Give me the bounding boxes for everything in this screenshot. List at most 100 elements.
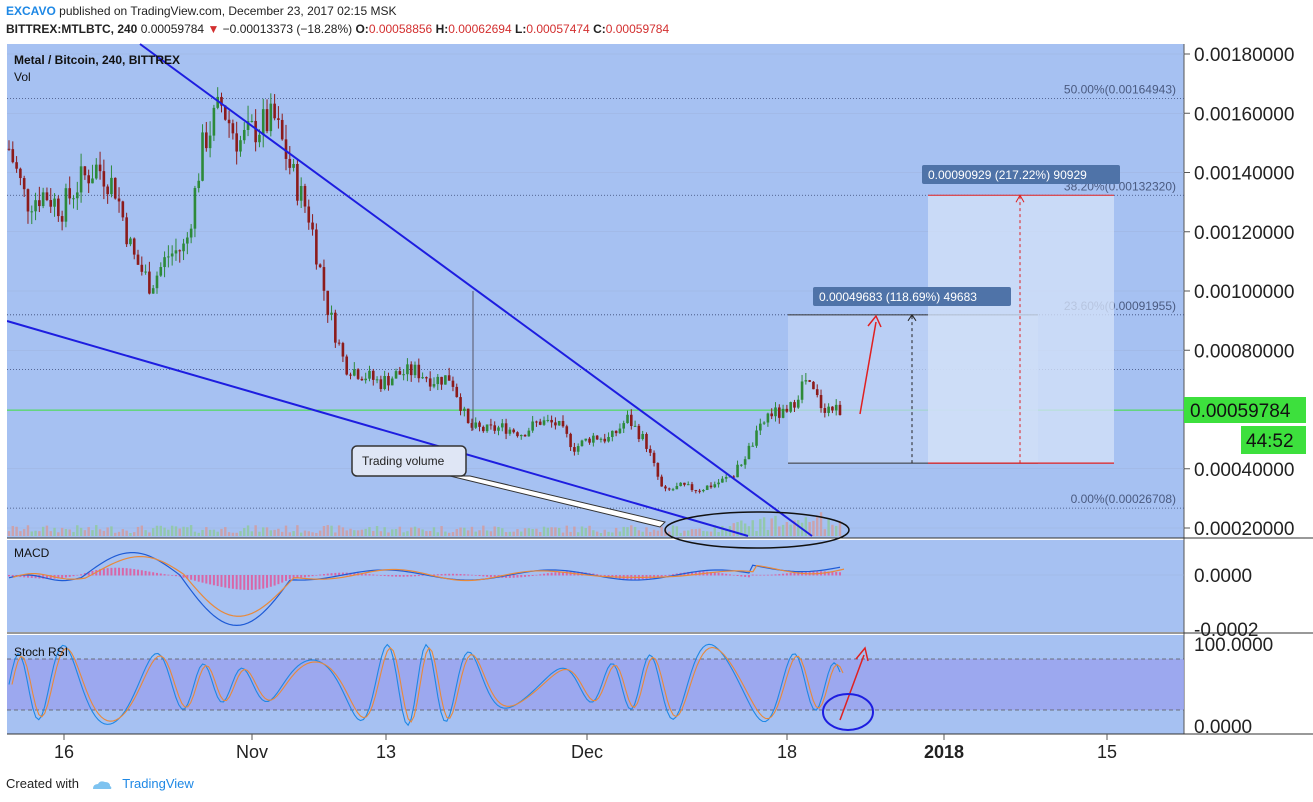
macd-histogram-bar bbox=[478, 575, 481, 577]
candle-body bbox=[64, 188, 68, 222]
candle-body bbox=[652, 452, 656, 464]
price-axis[interactable] bbox=[1184, 44, 1313, 734]
candle-body bbox=[284, 139, 288, 159]
macd-histogram-bar bbox=[281, 575, 284, 583]
volume-bar bbox=[463, 527, 466, 536]
macd-histogram-bar bbox=[8, 575, 10, 577]
macd-histogram-bar bbox=[383, 575, 386, 577]
macd-histogram-bar bbox=[467, 574, 470, 576]
macd-histogram-bar bbox=[205, 575, 208, 584]
macd-histogram-bar bbox=[45, 575, 48, 579]
candle-body bbox=[478, 422, 481, 427]
candle-body bbox=[174, 250, 178, 254]
macd-histogram-bar bbox=[364, 573, 367, 576]
volume-bar bbox=[527, 528, 531, 536]
macd-histogram-bar bbox=[603, 575, 606, 577]
volume-bar bbox=[838, 521, 842, 536]
macd-pane[interactable] bbox=[7, 540, 1184, 632]
candle-body bbox=[227, 119, 231, 124]
macd-histogram-bar bbox=[835, 571, 838, 576]
volume-bar bbox=[778, 526, 781, 536]
volume-bar bbox=[212, 529, 216, 536]
candle-body bbox=[812, 381, 815, 390]
candle-body bbox=[345, 356, 349, 375]
measure-box-2[interactable] bbox=[928, 195, 1114, 464]
volume-bar bbox=[322, 526, 326, 536]
candle-body bbox=[57, 198, 60, 217]
volume-bar bbox=[155, 525, 159, 536]
legend-vol: Vol bbox=[14, 70, 31, 84]
macd-histogram-bar bbox=[239, 575, 242, 590]
candle-body bbox=[645, 433, 648, 449]
volume-bar bbox=[394, 529, 398, 536]
volume-bar bbox=[7, 531, 11, 536]
candle-body bbox=[360, 378, 364, 381]
upper-trendline[interactable] bbox=[139, 43, 813, 537]
candle-body bbox=[504, 423, 508, 434]
close-label: C: bbox=[593, 22, 606, 36]
volume-bar bbox=[208, 529, 212, 536]
macd-histogram-bar bbox=[728, 574, 731, 576]
volume-ellipse[interactable] bbox=[664, 511, 850, 549]
trendlines[interactable] bbox=[6, 43, 813, 537]
macd-histogram-bar bbox=[243, 575, 246, 590]
tradingview-link[interactable]: TradingView bbox=[122, 776, 194, 791]
volume-bar bbox=[668, 531, 671, 536]
forecast-arrows[interactable] bbox=[839, 314, 882, 721]
measure-tools[interactable]: 0.00049683 (118.69%) 49683 0.00090929 (21… bbox=[788, 165, 1120, 464]
macd-histogram-bar bbox=[129, 568, 132, 576]
volume-bar bbox=[375, 526, 379, 536]
volume-bar bbox=[823, 529, 827, 536]
stoch-ellipse[interactable] bbox=[822, 693, 874, 731]
candle-body bbox=[38, 200, 41, 207]
candle-body bbox=[595, 435, 599, 440]
candle-body bbox=[444, 375, 447, 385]
author-name[interactable]: EXCAVO bbox=[6, 4, 56, 18]
macd-histogram-bar bbox=[505, 575, 508, 578]
candle-body bbox=[762, 422, 766, 424]
candle-body bbox=[637, 425, 641, 440]
time-axis[interactable] bbox=[0, 735, 1313, 767]
candle-body bbox=[19, 168, 22, 179]
symbol-label[interactable]: BITTREX:MTLBTC, 240 bbox=[6, 22, 138, 36]
candle-body bbox=[189, 228, 193, 238]
volume-bar bbox=[68, 529, 71, 536]
publish-header: EXCAVO published on TradingView.com, Dec… bbox=[6, 4, 396, 18]
lower-trendline[interactable] bbox=[6, 320, 749, 537]
volume-bar bbox=[554, 527, 557, 536]
macd-histogram-bar bbox=[448, 573, 451, 576]
volume-bar bbox=[835, 525, 838, 536]
close-value: 0.00059784 bbox=[605, 22, 670, 36]
macd-histogram-bar bbox=[34, 575, 37, 579]
macd-histogram-bar bbox=[254, 575, 257, 590]
volume-bar bbox=[205, 527, 208, 536]
candle-body bbox=[603, 438, 607, 442]
overlays bbox=[7, 552, 1184, 727]
macd-histogram-bar bbox=[334, 572, 337, 576]
macd-histogram-bar bbox=[171, 575, 174, 576]
macd-histogram-bar bbox=[725, 573, 728, 576]
candle-body bbox=[455, 386, 459, 398]
trading-volume-callout[interactable]: Trading volume bbox=[351, 445, 666, 528]
price-tick-7: 0.00020000 bbox=[1194, 519, 1294, 540]
macd-histogram-bar bbox=[372, 574, 375, 576]
volume-bar bbox=[15, 526, 18, 536]
candle-body bbox=[796, 399, 800, 408]
macd-histogram-bar bbox=[379, 575, 382, 576]
candle-body bbox=[417, 364, 421, 379]
candle-body bbox=[182, 243, 185, 252]
macd-histogram-bar bbox=[713, 572, 716, 576]
macd-histogram-bar bbox=[250, 575, 253, 590]
candle-body bbox=[163, 257, 166, 268]
last-price-badge[interactable] bbox=[1184, 397, 1306, 423]
macd-histogram-bar bbox=[235, 575, 238, 590]
stoch-tick-0: 100.0000 bbox=[1194, 635, 1273, 656]
candle-body bbox=[170, 253, 174, 257]
macd-histogram-bar bbox=[190, 575, 193, 580]
candle-body bbox=[482, 426, 485, 432]
macd-histogram-bar bbox=[402, 575, 405, 577]
macd-histogram-bar bbox=[159, 573, 162, 576]
last-value: 0.00059784 bbox=[140, 22, 205, 36]
volume-bar bbox=[72, 531, 75, 536]
